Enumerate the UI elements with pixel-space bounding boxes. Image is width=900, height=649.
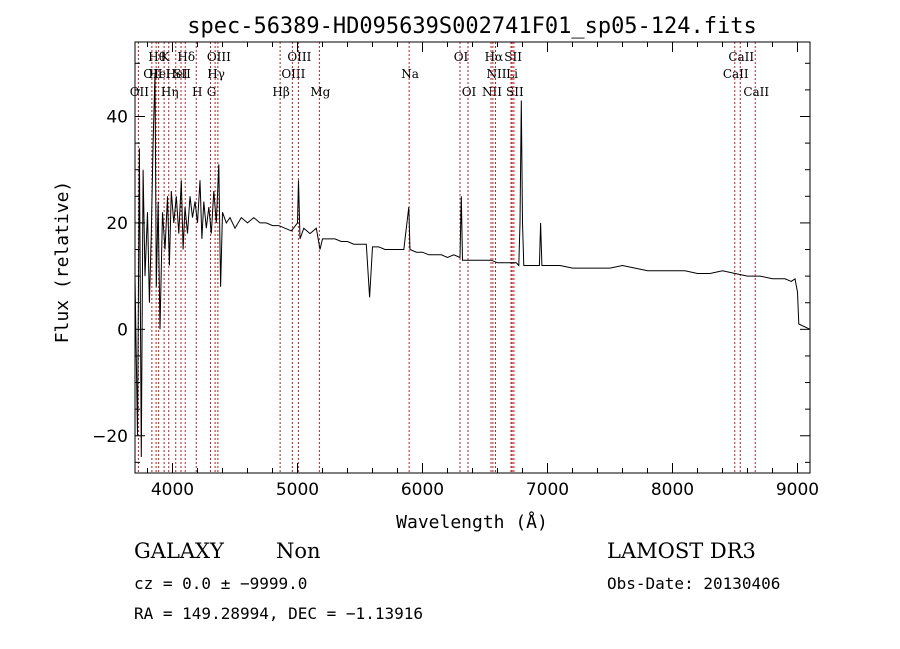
line-label-11: Hγ (207, 67, 225, 81)
y-tick-label-1: 0 (117, 320, 128, 340)
redshift-info: cz = 0.0 ± −9999.0 (134, 574, 308, 593)
flux-series (134, 73, 811, 458)
line-label-13: Hβ (272, 85, 289, 99)
object-subclass: Non (276, 539, 321, 563)
line-label-22: NII (487, 67, 507, 81)
line-label-25: SII (506, 85, 524, 99)
line-label-8: Hδ (177, 50, 195, 64)
line-label-5: Hη (161, 85, 179, 99)
survey-name: LAMOST DR3 (607, 539, 756, 563)
line-label-7: SII (173, 67, 191, 81)
object-class: GALAXY (134, 539, 224, 563)
x-tick-label-2: 6000 (401, 480, 444, 500)
line-label-20: NII (482, 85, 502, 99)
line-label-12: OIII (207, 50, 231, 64)
x-tick-label-0: 4000 (151, 480, 194, 500)
coordinates: RA = 149.28994, DEC = −1.13916 (134, 604, 423, 623)
y-tick-label-0: −20 (92, 427, 128, 447)
observation-date: Obs-Date: 20130406 (607, 574, 781, 593)
x-tick-label-3: 7000 (526, 480, 569, 500)
line-label-28: CaII (743, 85, 769, 99)
line-label-15: OIII (287, 50, 311, 64)
x-tick-label-5: 9000 (776, 480, 819, 500)
line-label-24: SII (504, 50, 522, 64)
line-label-4: K (161, 50, 171, 64)
line-label-9: H (192, 85, 202, 99)
x-tick-label-1: 5000 (276, 480, 319, 500)
line-label-2: Hθ (148, 50, 166, 64)
line-label-18: OI (454, 50, 469, 64)
series-line-0 (134, 73, 811, 458)
line-label-10: G (207, 85, 217, 99)
y-axis-label: Flux (relative) (52, 181, 73, 344)
line-label-21: Hα (485, 50, 504, 64)
line-label-6: HeI (166, 67, 189, 81)
y-tick-label-3: 40 (106, 107, 128, 127)
line-label-19: OI (462, 85, 477, 99)
plot-frame (134, 41, 811, 474)
line-label-14: OIII (281, 67, 305, 81)
y-tick-label-2: 20 (106, 214, 128, 234)
x-axis-label: Wavelength (Å) (396, 511, 548, 533)
line-label-17: Na (401, 67, 419, 81)
line-label-27: CaII (728, 50, 754, 64)
axis-ticks: 4000 5000 6000 7000 8000 9000 −20 0 20 40 (92, 42, 819, 500)
line-label-26: CaII (723, 67, 749, 81)
line-label-3: HeI (148, 67, 171, 81)
line-label-0: OII (130, 85, 150, 99)
chart-title: spec-56389-HD095639S002741F01_sp05-124.f… (187, 14, 757, 39)
x-tick-label-4: 8000 (651, 480, 694, 500)
line-label-16: Mg (310, 85, 330, 99)
line-label-1: OII (143, 67, 163, 81)
